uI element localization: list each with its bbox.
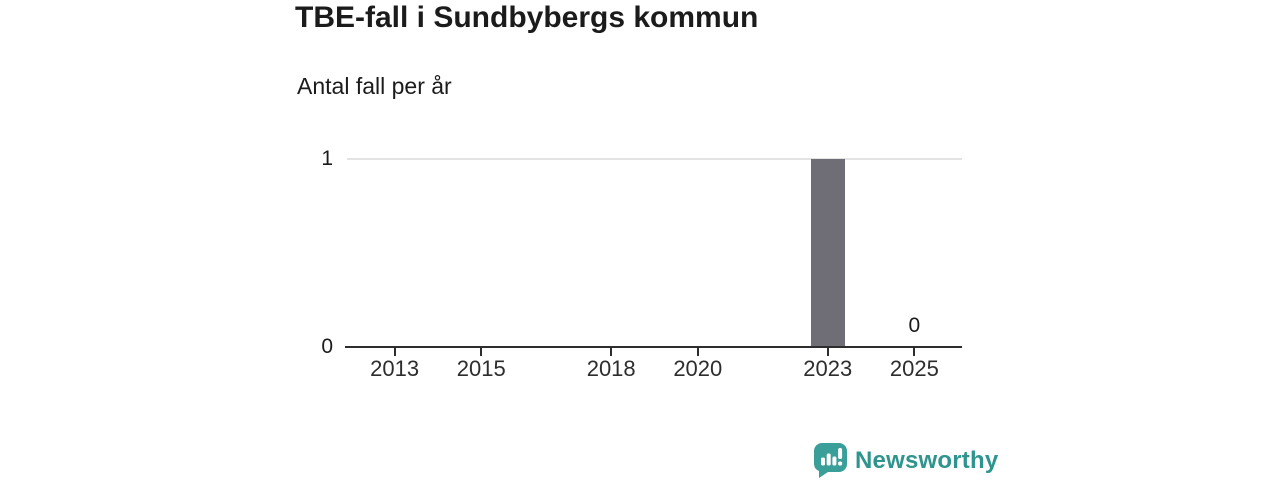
chart-subtitle: Antal fall per år (297, 73, 452, 99)
gridline (347, 158, 962, 160)
x-tick-mark (696, 348, 699, 356)
bar (810, 159, 845, 347)
x-tick-label: 2015 (456, 356, 506, 381)
newsworthy-logo-text: Newsworthy (855, 446, 999, 474)
x-tick-label: 2025 (889, 356, 939, 381)
x-tick-label: 2018 (586, 356, 636, 381)
x-tick-mark (480, 348, 483, 356)
x-tick-label: 2023 (803, 356, 853, 381)
x-tick-mark (913, 348, 916, 356)
x-tick-mark (393, 348, 396, 356)
x-axis-line (345, 346, 962, 348)
newsworthy-logo: Newsworthy (814, 443, 998, 478)
x-tick-mark (610, 348, 613, 356)
y-tick-label: 1 (321, 147, 333, 170)
bar-value-label: 0 (908, 314, 921, 337)
y-tick-label: 0 (321, 335, 333, 358)
x-tick-label: 2020 (673, 356, 723, 381)
x-tick-label: 2013 (370, 356, 420, 381)
x-tick-mark (826, 348, 829, 356)
bar-chart-speech-bubble-icon (814, 443, 847, 478)
chart-title: TBE-fall i Sundbybergs kommun (295, 1, 759, 34)
